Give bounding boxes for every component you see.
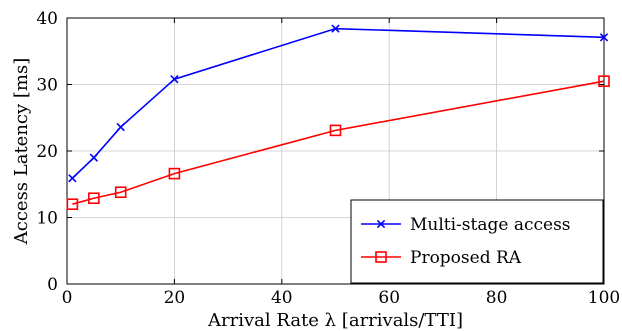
y-tick-label: 20 [36, 142, 58, 162]
marker-square [329, 124, 342, 137]
data-point [170, 75, 179, 84]
marker-square [114, 186, 127, 199]
series-layer [66, 24, 610, 210]
data-point [88, 192, 100, 205]
marker-square [88, 192, 100, 205]
data-point [114, 186, 127, 199]
legend: Multi-stage access Proposed RA [350, 199, 604, 284]
legend-entry-multi-stage-access: Multi-stage access [361, 215, 571, 235]
legend-marker-square [375, 251, 387, 263]
marker-square [168, 167, 181, 180]
series-multi-stage-access [68, 24, 609, 183]
legend-box [350, 199, 604, 284]
marker-square [598, 75, 610, 87]
data-point [116, 122, 125, 132]
data-point [89, 153, 99, 162]
marker-x [376, 219, 386, 229]
y-tick-label: 0 [47, 275, 58, 295]
x-tick-label: 60 [378, 288, 400, 308]
legend-label: Proposed RA [410, 248, 522, 268]
x-tick-label: 20 [164, 288, 186, 308]
series-line [72, 80, 605, 205]
series-proposed-ra [66, 75, 610, 210]
data-point [331, 24, 340, 33]
marker-x [116, 122, 125, 132]
data-point [599, 33, 609, 42]
x-tick-label: 100 [588, 288, 620, 308]
y-tick-label: 10 [36, 209, 58, 229]
marker-x [89, 153, 99, 162]
data-point [168, 167, 181, 180]
marker-x [170, 75, 179, 84]
x-axis-label: Arrival Rate λ [arrivals/TTI] [207, 310, 463, 331]
marker-x [68, 174, 77, 183]
data-point [329, 124, 342, 137]
legend-marker-x [376, 219, 386, 229]
marker-square [66, 198, 79, 210]
marker-x [599, 33, 609, 42]
series-line [71, 27, 605, 179]
legend-entry-proposed-ra: Proposed RA [361, 248, 522, 268]
y-tick-label: 40 [36, 9, 58, 29]
data-point [68, 174, 77, 183]
data-point [66, 198, 79, 210]
legend-label: Multi-stage access [410, 215, 571, 235]
marker-x [331, 24, 340, 33]
marker-square [375, 251, 387, 263]
y-axis-label: Access Latency [ms] [11, 58, 32, 246]
x-tick-label: 80 [486, 288, 508, 308]
x-tick-label: 0 [62, 288, 73, 308]
x-tick-label: 40 [271, 288, 293, 308]
y-tick-label: 30 [36, 76, 58, 96]
data-point [598, 75, 610, 87]
